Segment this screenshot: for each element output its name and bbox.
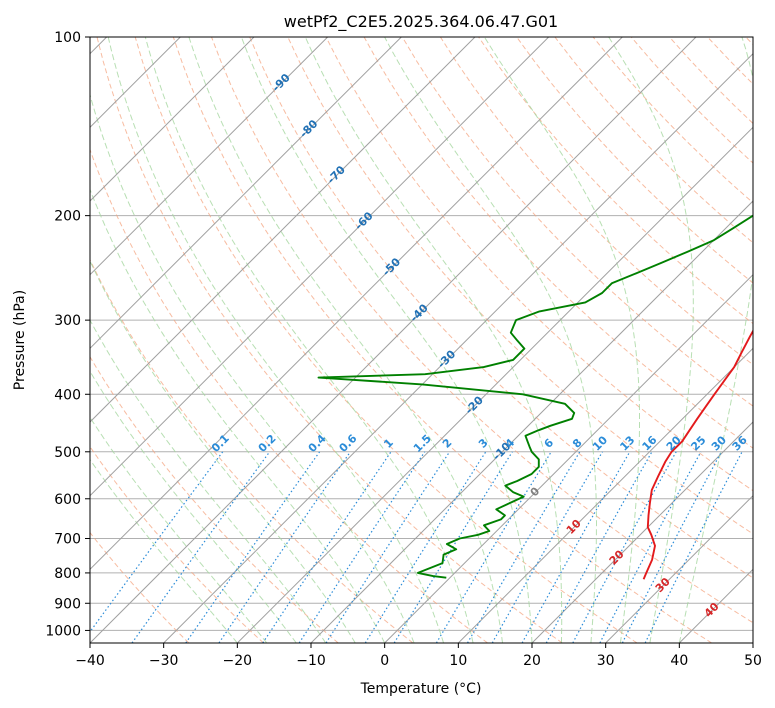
- isotherm--30: [163, 52, 753, 643]
- isotherm-0: [384, 273, 753, 643]
- isotherms: [90, 37, 753, 643]
- x-axis-title: Temperature (°C): [360, 681, 482, 697]
- dry-adiabat--30: [90, 531, 190, 643]
- x-tick-label: 10: [449, 653, 467, 669]
- x-tick-label: 0: [380, 653, 389, 669]
- y-tick-label: 700: [54, 532, 81, 548]
- x-tick-label: −20: [223, 653, 253, 669]
- y-tick-label: 400: [54, 387, 81, 403]
- mixing-ratio-line-25: [599, 451, 702, 643]
- y-tick-label: 800: [54, 566, 81, 582]
- mixing-ratio-line-2: [325, 451, 451, 643]
- moist-adiabat-12: [144, 37, 474, 643]
- dry-adiabat-80: [325, 37, 753, 492]
- isotherm-10: [457, 347, 753, 643]
- x-tick-label: −30: [149, 653, 179, 669]
- x-tick-label: 20: [523, 653, 541, 669]
- moist-adiabat--16: [90, 416, 268, 643]
- isotherm--60: [90, 37, 550, 497]
- dry-adiabat-130: [516, 37, 753, 284]
- mixing-ratio-line-0.2: [131, 451, 271, 643]
- mixing-ratio-line-20: [572, 451, 677, 643]
- mixing-ratio-line-6: [435, 451, 552, 643]
- x-tick-label: 50: [744, 653, 762, 669]
- moist-adiabat-0: [90, 188, 386, 643]
- dry-adiabat-30: [134, 37, 638, 643]
- dry-adiabat-110: [439, 37, 753, 366]
- mixing-ratio-line-36: [644, 451, 743, 643]
- y-tick-label: 600: [54, 492, 81, 508]
- mixing-ratio-line-0.1: [90, 451, 224, 633]
- moist-adiabat-32: [483, 37, 640, 643]
- mixing-ratio-line-1: [262, 451, 392, 643]
- moist-adiabat-36: [608, 37, 694, 643]
- mixing-ratio-lines: [90, 451, 743, 643]
- plot-frame: [89, 36, 754, 644]
- moist-adiabat-40: [678, 37, 753, 643]
- isotherm--100: [90, 37, 255, 202]
- dry-adiabat--10: [90, 355, 339, 643]
- y-tick-label: 300: [54, 313, 81, 329]
- x-tick-label: 40: [670, 653, 688, 669]
- x-tick-label: −10: [296, 653, 326, 669]
- y-tick-label: 900: [54, 596, 81, 612]
- y-tick-label: 1000: [45, 623, 81, 639]
- isotherm--80: [90, 37, 402, 350]
- mixing-ratio-line-1.5: [298, 451, 426, 643]
- isotherm--70: [90, 37, 476, 423]
- dry-adiabat-20: [96, 37, 563, 643]
- y-axis-title: Pressure (hPa): [12, 290, 28, 390]
- moist-adiabat-8: [107, 37, 445, 643]
- dry-adiabat-50: [211, 37, 753, 624]
- dry-adiabat-60: [249, 37, 753, 579]
- moist-adiabat-28: [384, 37, 597, 643]
- x-axis: −40 −30 −20 −10 0 10 20 30 40 50: [75, 643, 762, 669]
- dry-adiabat-40: [172, 37, 712, 643]
- plot-area: [90, 37, 753, 643]
- dry-adiabat-10: [90, 148, 488, 643]
- mixing-ratio-line-16: [545, 451, 653, 643]
- x-tick-label: 30: [597, 653, 615, 669]
- y-tick-label: 100: [54, 30, 81, 46]
- moist-adiabat--4: [90, 259, 356, 643]
- y-axis: 100 200 300 400 500 600 700 800 900 1000: [45, 30, 90, 639]
- y-tick-label: 200: [54, 209, 81, 225]
- pressure-gridlines: [90, 37, 753, 631]
- isotherm--20: [236, 126, 753, 643]
- moist-adiabat-16: [188, 37, 503, 643]
- mixing-ratio-line-0.6: [218, 451, 351, 643]
- moist-adiabat--20: [90, 458, 238, 643]
- moist-adiabat-20: [240, 37, 533, 643]
- isotherm--10: [310, 200, 753, 643]
- isotherm-20: [531, 421, 753, 643]
- mixing-ratio-line-13: [521, 451, 631, 643]
- x-tick-label: −40: [75, 653, 105, 669]
- moist-adiabat-24: [304, 37, 563, 643]
- isotherm-30: [605, 494, 753, 643]
- dry-adiabat-100: [401, 37, 753, 407]
- temperature-profile: [642, 329, 753, 580]
- dry-adiabat--20: [90, 445, 264, 643]
- mixing-ratio-line-0.4: [185, 451, 321, 643]
- profiles: [317, 214, 753, 580]
- isotherm--90: [90, 37, 329, 276]
- isotherm--50: [90, 37, 623, 571]
- dewpoint-profile: [317, 214, 753, 579]
- mixing-ratio-line-3: [364, 451, 487, 643]
- chart-title: wetPf2_C2E5.2025.364.06.47.G01: [284, 12, 558, 32]
- moist-adiabats: [90, 37, 753, 643]
- dry-adiabats: [90, 37, 753, 643]
- isotherm--40: [90, 37, 697, 643]
- y-tick-label: 500: [54, 445, 81, 461]
- moist-adiabat--12: [90, 370, 297, 643]
